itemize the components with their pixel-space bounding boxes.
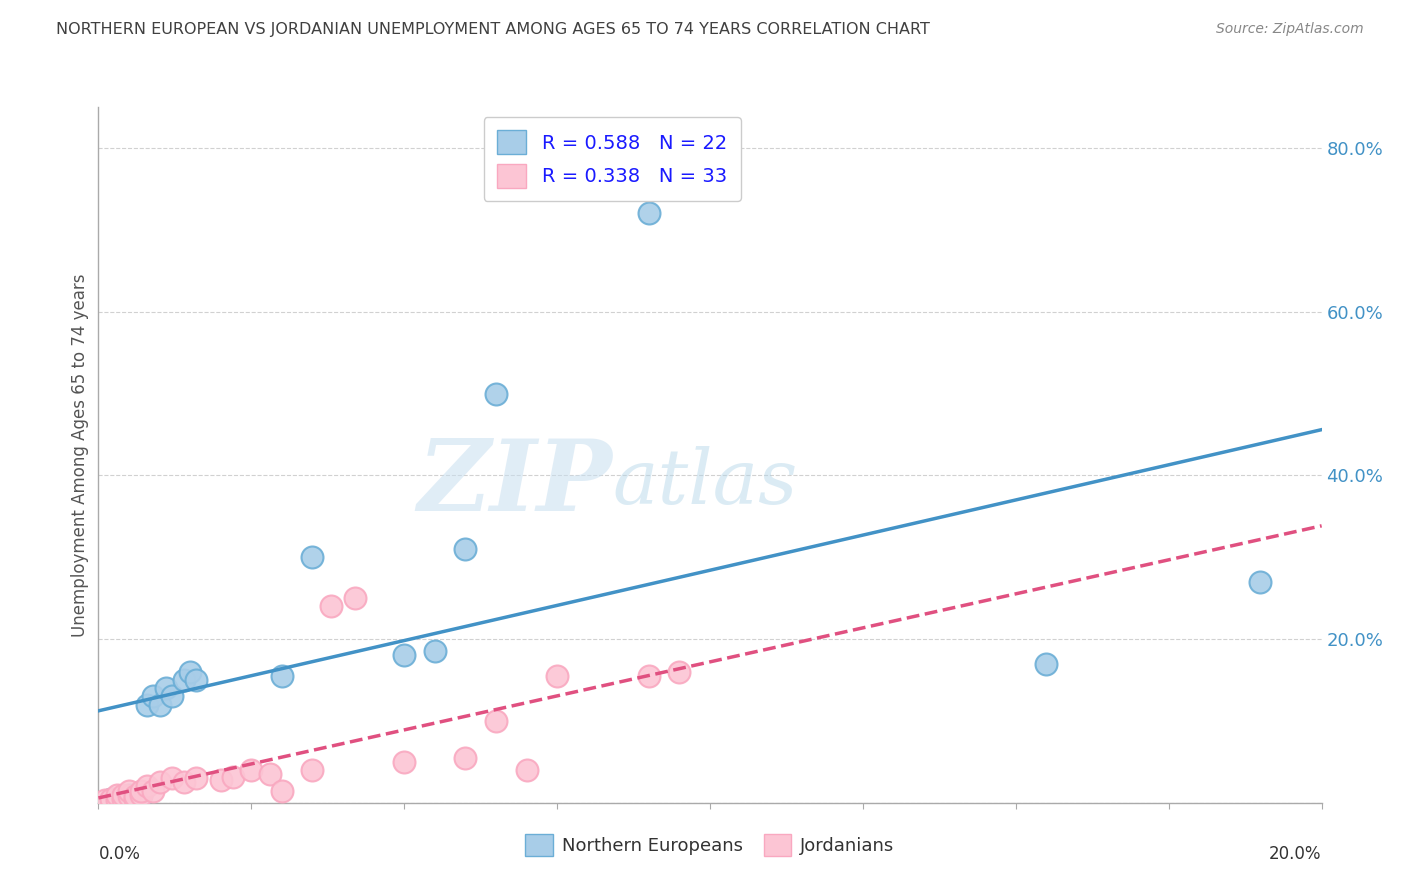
- Point: [637, 206, 661, 220]
- Point: [118, 783, 141, 797]
- Point: [105, 788, 128, 802]
- Point: [124, 791, 146, 805]
- Point: [179, 665, 201, 679]
- Point: [149, 775, 172, 789]
- Point: [209, 772, 232, 787]
- Point: [142, 690, 165, 704]
- Point: [100, 791, 122, 805]
- Point: [301, 550, 323, 565]
- Text: NORTHERN EUROPEAN VS JORDANIAN UNEMPLOYMENT AMONG AGES 65 TO 74 YEARS CORRELATIO: NORTHERN EUROPEAN VS JORDANIAN UNEMPLOYM…: [56, 22, 931, 37]
- Point: [136, 780, 159, 794]
- Y-axis label: Unemployment Among Ages 65 to 74 years: Unemployment Among Ages 65 to 74 years: [70, 273, 89, 637]
- Point: [270, 669, 292, 683]
- Point: [100, 791, 122, 805]
- Point: [111, 791, 134, 805]
- Point: [423, 644, 446, 658]
- Point: [668, 665, 690, 679]
- Point: [129, 783, 152, 797]
- Point: [222, 770, 245, 784]
- Point: [129, 788, 152, 802]
- Text: ZIP: ZIP: [418, 434, 612, 531]
- Point: [124, 789, 146, 804]
- Point: [259, 767, 281, 781]
- Point: [129, 788, 152, 802]
- Point: [344, 591, 367, 606]
- Point: [118, 789, 141, 804]
- Point: [118, 788, 141, 802]
- Point: [546, 669, 568, 683]
- Point: [105, 793, 128, 807]
- Point: [186, 673, 208, 687]
- Point: [173, 775, 195, 789]
- Point: [186, 771, 208, 785]
- Text: 0.0%: 0.0%: [98, 845, 141, 863]
- Point: [454, 542, 477, 557]
- Point: [454, 751, 477, 765]
- Text: Source: ZipAtlas.com: Source: ZipAtlas.com: [1216, 22, 1364, 37]
- Point: [392, 755, 416, 769]
- Point: [270, 783, 292, 797]
- Point: [392, 648, 416, 663]
- Legend: Northern Europeans, Jordanians: Northern Europeans, Jordanians: [519, 827, 901, 863]
- Text: 20.0%: 20.0%: [1270, 845, 1322, 863]
- Point: [155, 681, 177, 696]
- Point: [149, 698, 172, 712]
- Point: [485, 714, 508, 728]
- Point: [319, 599, 342, 614]
- Point: [136, 698, 159, 712]
- Point: [160, 690, 183, 704]
- Point: [1249, 574, 1271, 589]
- Point: [142, 783, 165, 797]
- Point: [485, 386, 508, 401]
- Point: [301, 763, 323, 777]
- Point: [124, 788, 146, 802]
- Point: [240, 763, 263, 777]
- Point: [637, 669, 661, 683]
- Point: [93, 793, 115, 807]
- Point: [111, 788, 134, 802]
- Point: [160, 771, 183, 785]
- Point: [173, 673, 195, 687]
- Point: [111, 791, 134, 805]
- Text: atlas: atlas: [612, 446, 797, 520]
- Point: [516, 763, 538, 777]
- Point: [1035, 657, 1057, 671]
